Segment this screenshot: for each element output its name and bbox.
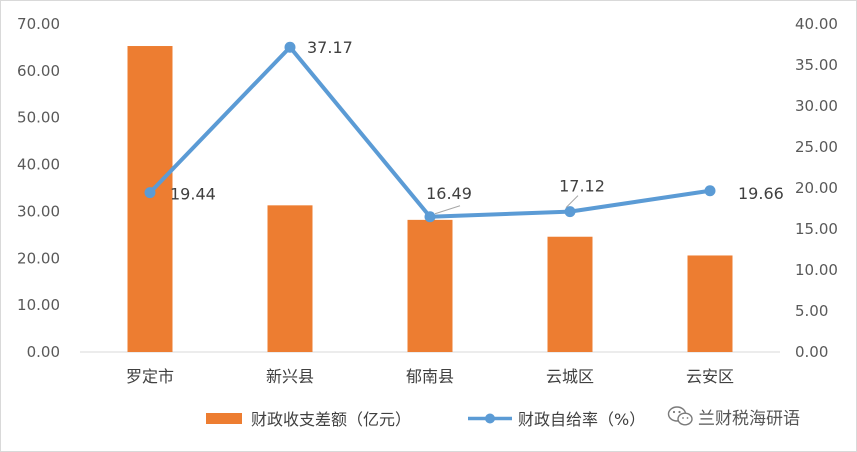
data-label-leader <box>434 205 461 215</box>
legend-line-marker <box>485 413 495 424</box>
x-axis-category-label: 云城区 <box>546 367 594 386</box>
right-axis-tick-label: 40.00 <box>795 15 838 33</box>
left-axis-tick-label: 70.00 <box>17 15 60 33</box>
line-point <box>424 211 436 223</box>
right-axis-tick-label: 30.00 <box>795 97 838 115</box>
bar <box>127 46 173 352</box>
line-series <box>144 41 716 223</box>
left-axis-tick-label: 10.00 <box>17 296 60 314</box>
line-data-label: 19.44 <box>170 185 216 204</box>
left-axis-tick-label: 50.00 <box>17 109 60 127</box>
bar <box>687 255 733 352</box>
x-axis-category-label: 云安区 <box>686 367 734 386</box>
line-point <box>144 187 156 199</box>
watermark-text: 兰财税海研语 <box>698 409 800 429</box>
data-label-leader <box>565 195 579 208</box>
line-data-label: 19.66 <box>738 184 784 203</box>
data-labels: 19.44 37.17 16.49 17.12 19.66 <box>170 38 784 215</box>
bar <box>547 236 593 352</box>
axes: 0.00 10.00 20.00 30.00 40.00 50.00 60.00 70.00 0… <box>17 15 838 386</box>
line-point <box>284 41 296 53</box>
right-axis-tick-label: 10.00 <box>795 261 838 279</box>
legend: 财政收支差额（亿元） 财政自给率（%） <box>206 410 645 429</box>
bar <box>407 219 453 352</box>
right-axis-tick-label: 35.00 <box>795 56 838 74</box>
bar <box>267 205 313 352</box>
left-axis-tick-label: 0.00 <box>27 343 60 361</box>
legend-bar-label: 财政收支差额（亿元） <box>251 410 411 429</box>
x-axis-category-label: 新兴县 <box>266 367 314 386</box>
watermark: 兰财税海研语 <box>667 406 800 429</box>
right-axis-tick-label: 20.00 <box>795 179 838 197</box>
left-axis-tick-label: 30.00 <box>17 202 60 220</box>
line-data-label: 17.12 <box>559 177 605 196</box>
line-point <box>564 206 576 218</box>
line-data-label: 37.17 <box>307 38 353 57</box>
left-axis-tick-label: 60.00 <box>17 62 60 80</box>
left-axis-tick-label: 20.00 <box>17 249 60 267</box>
right-axis-tick-label: 25.00 <box>795 138 838 156</box>
right-axis-tick-label: 5.00 <box>795 302 828 320</box>
bar-series <box>127 46 733 352</box>
wechat-icon <box>667 406 693 426</box>
legend-bar-swatch <box>206 413 242 424</box>
x-axis-category-label: 罗定市 <box>126 367 174 386</box>
right-axis-tick-label: 15.00 <box>795 220 838 238</box>
line-point <box>704 185 716 197</box>
right-axis-tick-label: 0.00 <box>795 343 828 361</box>
line-data-label: 16.49 <box>426 184 472 203</box>
legend-line-label: 财政自给率（%） <box>518 410 645 429</box>
left-axis-tick-label: 40.00 <box>17 156 60 174</box>
x-axis-category-label: 郁南县 <box>406 367 454 386</box>
